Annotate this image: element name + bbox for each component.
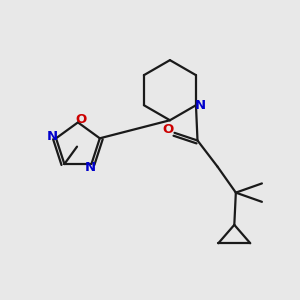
Text: O: O (162, 123, 173, 136)
Text: N: N (84, 161, 95, 174)
Text: N: N (47, 130, 58, 143)
Text: N: N (194, 99, 206, 112)
Text: O: O (75, 113, 87, 126)
